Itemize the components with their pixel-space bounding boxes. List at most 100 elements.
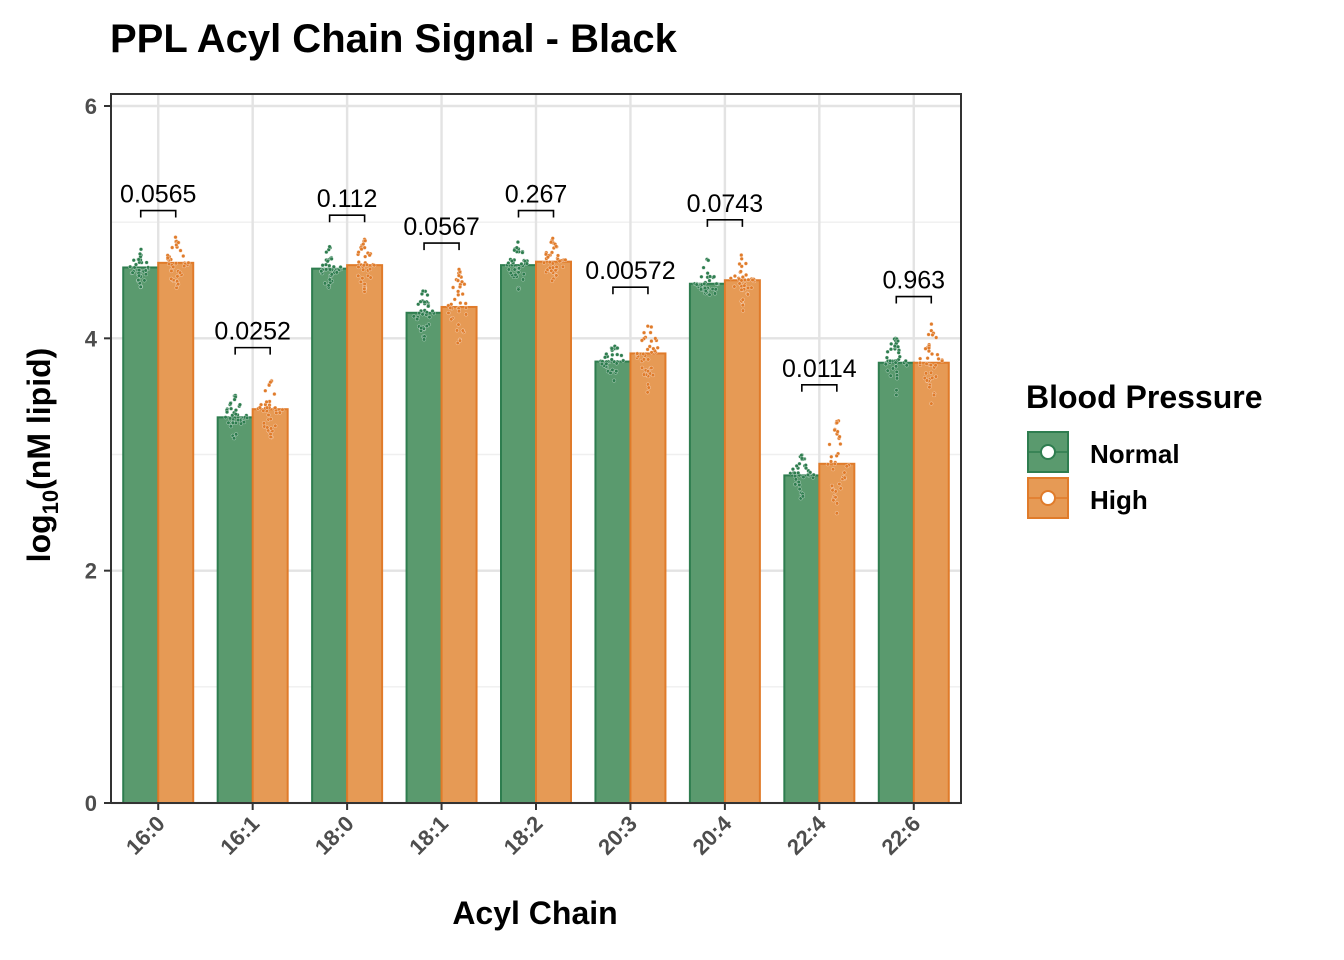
data-point <box>895 339 900 344</box>
data-point <box>419 326 424 330</box>
data-point <box>926 332 931 337</box>
data-point <box>356 250 361 255</box>
data-point <box>741 308 745 313</box>
data-point <box>230 420 235 425</box>
data-point <box>265 405 270 410</box>
data-point <box>639 338 644 343</box>
bar-high <box>251 408 289 804</box>
data-point <box>137 273 142 278</box>
data-point <box>327 244 332 249</box>
data-point <box>329 272 334 277</box>
data-point <box>264 399 269 404</box>
data-point <box>362 286 367 291</box>
data-point <box>610 352 615 357</box>
data-point <box>750 278 755 283</box>
data-point <box>418 299 423 304</box>
data-point <box>744 272 749 277</box>
data-point <box>324 267 329 272</box>
data-point <box>739 253 744 258</box>
data-point <box>424 324 429 329</box>
data-point <box>615 346 620 351</box>
data-point <box>326 283 331 288</box>
data-point <box>619 353 624 358</box>
data-point <box>228 416 233 421</box>
data-point <box>550 250 554 255</box>
data-point <box>927 346 931 350</box>
data-point <box>894 369 899 374</box>
y-tick-label: 6 <box>85 94 97 119</box>
points-high <box>256 378 285 440</box>
data-point <box>280 407 285 412</box>
data-point <box>173 235 178 240</box>
data-point <box>449 317 454 322</box>
data-point <box>128 264 133 269</box>
data-point <box>257 405 262 410</box>
points-normal <box>598 344 626 383</box>
data-point <box>799 456 804 461</box>
data-point <box>186 260 191 265</box>
data-point <box>808 470 813 475</box>
pvalue-bracket <box>423 242 460 251</box>
data-point <box>273 423 278 428</box>
data-point <box>707 278 712 283</box>
data-point <box>829 454 834 459</box>
data-point <box>749 285 754 290</box>
data-point <box>701 265 706 270</box>
legend-label-normal: Normal <box>1090 439 1180 469</box>
data-point <box>838 486 843 491</box>
data-point <box>831 467 836 472</box>
data-point <box>615 352 620 357</box>
x-tick-label: 20:4 <box>688 810 737 859</box>
data-point <box>834 453 839 458</box>
data-point <box>420 312 425 317</box>
data-point <box>746 277 751 282</box>
data-point <box>169 269 174 274</box>
data-point <box>455 341 460 345</box>
data-point <box>458 338 462 343</box>
data-point <box>361 267 366 272</box>
data-point <box>320 263 325 268</box>
data-point <box>930 352 934 356</box>
data-point <box>933 363 938 368</box>
pvalue-label: 0.0114 <box>782 355 857 383</box>
data-point <box>362 282 367 286</box>
data-point <box>417 311 422 316</box>
data-point <box>323 281 327 286</box>
data-point <box>929 328 934 333</box>
data-point <box>237 402 242 407</box>
points-high <box>356 237 377 294</box>
data-point <box>929 370 934 375</box>
points-high <box>634 324 660 395</box>
data-point <box>425 293 430 297</box>
data-point <box>648 330 653 335</box>
data-point <box>796 480 801 484</box>
points-normal <box>505 240 530 292</box>
data-point <box>653 336 658 341</box>
data-point <box>554 273 559 278</box>
data-point <box>263 388 268 393</box>
data-point <box>426 304 431 309</box>
data-point <box>452 297 457 302</box>
data-point <box>421 289 425 293</box>
data-point <box>361 263 366 268</box>
data-point <box>415 317 420 322</box>
data-point <box>642 330 646 335</box>
data-point <box>520 250 525 255</box>
points-normal <box>128 247 151 290</box>
data-point <box>641 357 646 362</box>
data-point <box>895 376 899 381</box>
bar-normal <box>500 264 537 805</box>
data-point <box>457 309 461 314</box>
data-point <box>563 257 568 262</box>
data-point <box>612 378 617 383</box>
data-point <box>940 358 945 363</box>
data-point <box>360 276 365 281</box>
data-point <box>842 470 847 475</box>
data-point <box>462 282 467 287</box>
data-point <box>174 261 179 266</box>
data-point <box>837 434 842 439</box>
data-point <box>746 285 751 290</box>
data-point <box>234 408 238 413</box>
bar-normal <box>311 267 349 804</box>
